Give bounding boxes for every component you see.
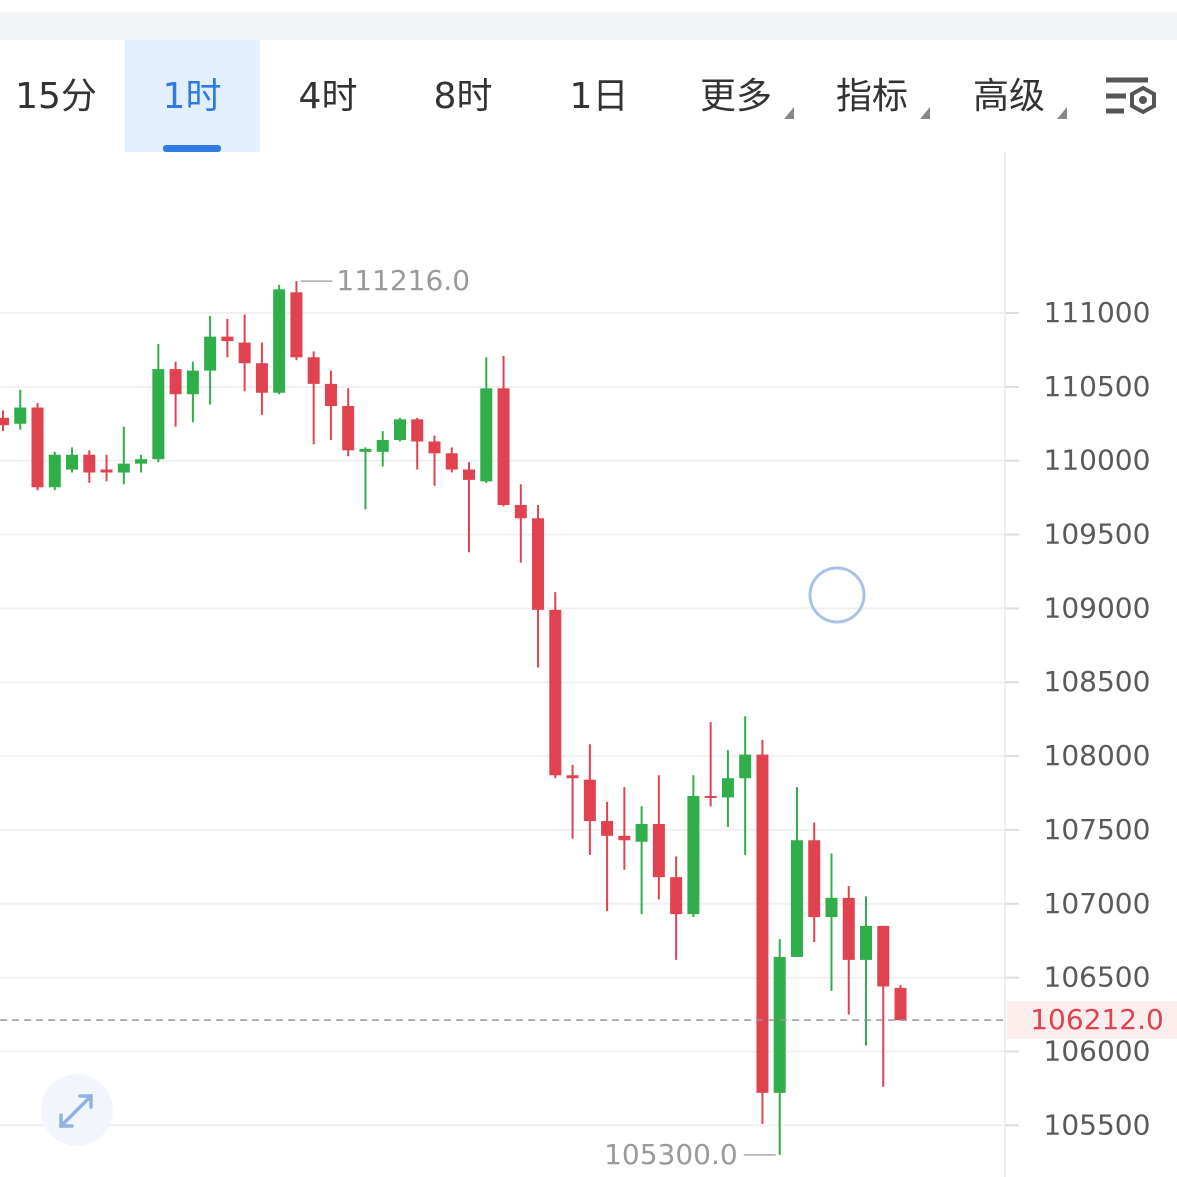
y-tick-label: 106500 bbox=[1044, 961, 1151, 994]
candle-body bbox=[0, 417, 9, 426]
top-strip bbox=[0, 12, 1177, 40]
tab-label[interactable]: 1日 bbox=[570, 76, 629, 117]
y-tick-label: 105500 bbox=[1044, 1108, 1151, 1141]
overlay: 111216.0 105300.0 106212.0 bbox=[0, 264, 1177, 1171]
settings-icon[interactable] bbox=[1106, 77, 1156, 115]
candle-body bbox=[549, 609, 562, 776]
candle-body bbox=[376, 440, 389, 452]
candle-body bbox=[532, 518, 545, 610]
candle-body bbox=[497, 388, 510, 505]
last-price-label: 106212.0 bbox=[1030, 1003, 1164, 1036]
candle-body bbox=[635, 824, 648, 842]
candle-body bbox=[342, 406, 355, 451]
tab-label[interactable]: 15分 bbox=[15, 76, 97, 117]
candle-body bbox=[566, 775, 579, 779]
candle-body bbox=[135, 459, 148, 464]
candle-body bbox=[238, 342, 251, 364]
candle-body bbox=[808, 840, 821, 918]
candle-body bbox=[169, 369, 182, 395]
candle-body bbox=[359, 448, 372, 452]
candle-body bbox=[514, 504, 527, 519]
candle-body bbox=[825, 897, 838, 918]
candle-body bbox=[307, 357, 320, 384]
candle-body bbox=[83, 454, 96, 473]
expand-button[interactable] bbox=[41, 1074, 113, 1146]
tab-active-bg bbox=[125, 40, 260, 152]
y-tick-label: 109000 bbox=[1044, 591, 1151, 624]
tab-dropdown-mark bbox=[920, 107, 930, 119]
candle-body bbox=[186, 370, 199, 395]
candle-body bbox=[601, 821, 614, 836]
candle-body bbox=[652, 824, 665, 878]
grid: 105500 106000 106500 107000 107500 108000 1085… bbox=[0, 296, 1150, 1141]
candle-body bbox=[411, 419, 424, 442]
candle-body bbox=[773, 956, 786, 1093]
candle-body bbox=[255, 363, 268, 393]
y-tick-label: 110500 bbox=[1044, 370, 1151, 403]
candle-body bbox=[393, 419, 406, 441]
candle-body bbox=[66, 454, 79, 470]
y-tick-label: 110000 bbox=[1044, 444, 1151, 477]
tab-label[interactable]: 更多 bbox=[700, 76, 772, 117]
candle-body bbox=[152, 369, 165, 460]
candle-body bbox=[117, 463, 130, 473]
candle-body bbox=[14, 407, 27, 424]
y-tick-label: 111000 bbox=[1044, 296, 1151, 329]
candle-body bbox=[739, 754, 752, 779]
candle-body bbox=[894, 987, 907, 1021]
tab-label[interactable]: 1时 bbox=[163, 76, 222, 117]
candle-body bbox=[877, 925, 890, 987]
candle-body bbox=[48, 454, 61, 488]
candle-body bbox=[860, 925, 872, 960]
tab-active-underline bbox=[163, 145, 221, 152]
candle-body bbox=[842, 897, 855, 960]
y-tick-label: 109500 bbox=[1044, 518, 1151, 551]
tab-label[interactable]: 8时 bbox=[434, 76, 493, 117]
tab-label[interactable]: 高级 bbox=[973, 76, 1045, 117]
tab-label[interactable]: 指标 bbox=[836, 76, 908, 117]
candle-body bbox=[480, 388, 493, 482]
tab-label[interactable]: 4时 bbox=[299, 76, 358, 117]
candle-body bbox=[204, 336, 217, 371]
candle-body bbox=[221, 336, 234, 342]
y-tick-label: 107500 bbox=[1044, 813, 1151, 846]
candle-body bbox=[463, 469, 476, 480]
candle-body bbox=[721, 778, 734, 798]
candle-body bbox=[31, 407, 44, 488]
tab-dropdown-mark bbox=[784, 107, 794, 119]
candle-body bbox=[100, 469, 113, 473]
candle-body bbox=[756, 754, 769, 1093]
y-tick-label: 108000 bbox=[1044, 739, 1151, 772]
candle-body bbox=[583, 779, 596, 822]
last-price-box bbox=[1007, 1001, 1177, 1040]
candle-body bbox=[290, 292, 303, 358]
candles bbox=[0, 281, 907, 1155]
candle-body bbox=[445, 453, 458, 470]
annotation-label: 105300.0 bbox=[604, 1138, 738, 1171]
candle-body bbox=[790, 840, 803, 957]
touch-indicator bbox=[808, 566, 866, 624]
y-tick-label: 106000 bbox=[1044, 1034, 1151, 1067]
candle-body bbox=[618, 835, 631, 841]
candle-body bbox=[670, 877, 683, 915]
candle-body bbox=[687, 795, 700, 915]
y-tick-label: 107000 bbox=[1044, 887, 1151, 920]
tab-dropdown-mark bbox=[1057, 107, 1067, 119]
candle-body bbox=[273, 289, 286, 393]
candle-body bbox=[324, 383, 337, 407]
annotation-label: 111216.0 bbox=[336, 264, 470, 297]
candle-body bbox=[704, 795, 717, 798]
y-tick-label: 108500 bbox=[1044, 665, 1151, 698]
tab-group: 15分 1时 4时 8时 1日 更多 指标 高级 bbox=[15, 40, 1067, 152]
candle-body bbox=[428, 441, 441, 454]
